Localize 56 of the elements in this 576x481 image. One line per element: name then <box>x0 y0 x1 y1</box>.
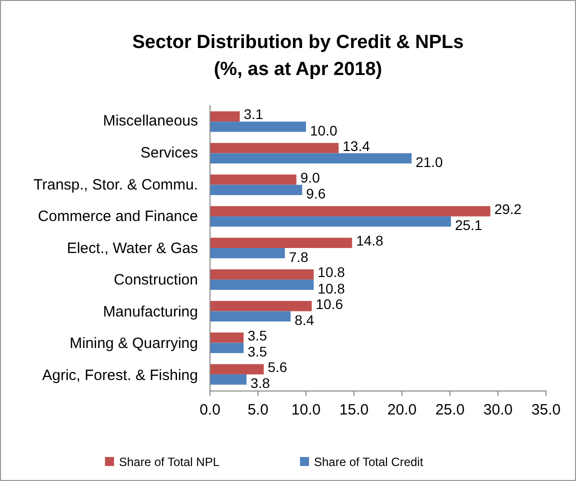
y-tick-label: Commerce and Finance <box>38 208 198 226</box>
data-label: 29.2 <box>494 200 522 217</box>
y-tick-label: Transp., Stor. & Commu. <box>34 176 198 194</box>
bar <box>210 153 412 164</box>
bar <box>210 248 285 258</box>
x-tick-label: 20.0 <box>387 402 417 419</box>
x-tick-label: 5.0 <box>248 402 268 419</box>
bar <box>210 269 314 280</box>
data-label: 3.5 <box>248 327 268 344</box>
data-label: 9.0 <box>300 169 320 186</box>
legend-label: Share of Total NPL <box>119 455 220 469</box>
chart-title: Sector Distribution by Credit & NPLs (%, as at Apr 2018) <box>132 32 464 80</box>
y-tick-label: Mining & Quarrying <box>70 335 198 352</box>
data-label: 14.8 <box>356 232 384 249</box>
bar <box>210 184 302 196</box>
bar <box>210 206 490 216</box>
data-label: 10.8 <box>318 264 346 280</box>
data-label: 9.6 <box>306 186 326 202</box>
y-tick-label: Miscellaneous <box>102 112 198 130</box>
x-tick-label: 0.0 <box>200 402 220 419</box>
bar <box>210 300 312 312</box>
data-label: 3.1 <box>244 106 264 122</box>
data-label: 5.6 <box>268 358 288 375</box>
bar <box>210 364 264 374</box>
bar <box>210 280 314 290</box>
y-tick-label: Agric, Forest. & Fishing <box>42 366 198 384</box>
x-tick-label: 35.0 <box>531 402 561 419</box>
data-label: 3.5 <box>248 344 268 360</box>
bar <box>210 332 244 343</box>
y-tick-label: Construction <box>114 272 198 289</box>
bar <box>210 216 451 227</box>
data-label: 8.4 <box>294 312 314 328</box>
legend-label: Share of Total Credit <box>314 455 424 469</box>
bar <box>210 174 296 185</box>
x-tick-label: 25.0 <box>435 402 465 419</box>
data-label: 25.1 <box>454 217 482 234</box>
x-tick-label: 15.0 <box>339 402 369 419</box>
bar <box>210 142 339 154</box>
x-tick-label: 30.0 <box>483 402 513 419</box>
bar <box>210 342 244 354</box>
data-label: 13.4 <box>342 138 370 154</box>
data-label: 10.0 <box>310 122 338 138</box>
data-label: 10.8 <box>318 280 346 296</box>
y-tick-label: Services <box>140 144 198 162</box>
bar <box>210 238 352 248</box>
data-label: 7.8 <box>288 248 309 265</box>
data-label: 3.8 <box>250 375 270 392</box>
bar <box>210 311 291 322</box>
y-tick-label: Manufacturing <box>102 303 198 320</box>
data-label: 21.0 <box>416 154 444 170</box>
bar <box>210 111 240 122</box>
y-tick-label: Elect., Water & Gas <box>66 240 198 257</box>
bar <box>210 122 306 132</box>
x-tick-label: 10.0 <box>291 402 321 419</box>
data-label: 10.6 <box>316 296 344 312</box>
bar <box>210 374 246 385</box>
